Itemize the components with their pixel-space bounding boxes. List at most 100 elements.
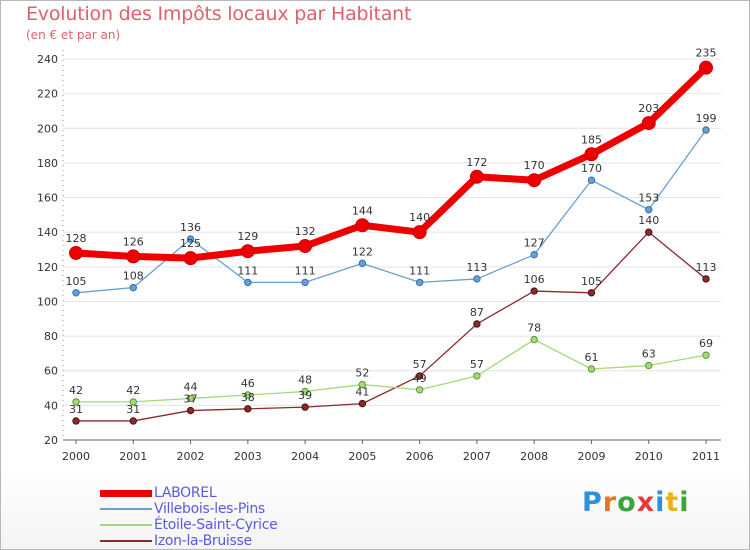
data-point <box>244 391 252 399</box>
data-label: 49 <box>413 372 427 385</box>
data-point <box>415 372 424 380</box>
logo-letter: o <box>617 487 637 518</box>
x-tick-label: 2006 <box>406 450 434 463</box>
data-point <box>469 169 484 184</box>
data-label: 63 <box>642 348 656 361</box>
y-tick-label: 40 <box>44 399 58 412</box>
data-point <box>186 235 195 243</box>
data-label: 235 <box>696 47 717 60</box>
data-point <box>301 278 309 287</box>
data-point <box>415 386 424 394</box>
data-label: 78 <box>527 322 541 335</box>
data-point <box>587 289 596 297</box>
data-label: 37 <box>184 393 198 406</box>
x-tick-label: 2007 <box>463 450 491 463</box>
data-point <box>473 372 481 380</box>
data-label: 140 <box>638 214 659 227</box>
series-line-villebois-les-pins <box>75 129 707 294</box>
data-label: 57 <box>413 358 427 371</box>
data-point <box>702 351 710 359</box>
data-point <box>301 387 309 396</box>
y-tick-label: 20 <box>44 434 58 447</box>
x-tick-label: 2001 <box>119 450 147 463</box>
data-label: 38 <box>241 391 255 404</box>
data-label: 122 <box>352 245 373 258</box>
data-label: 87 <box>470 306 484 319</box>
legend-swatch <box>100 508 152 510</box>
legend-swatch <box>100 524 152 526</box>
data-label: 44 <box>184 380 198 393</box>
data-point <box>358 399 367 408</box>
logo-letter: t <box>665 487 680 518</box>
legend-label: Villebois-les-Pins <box>154 501 265 517</box>
data-point <box>702 275 710 283</box>
data-label: 42 <box>69 384 83 397</box>
y-tick-label: 200 <box>37 122 58 135</box>
data-label: 31 <box>126 403 140 416</box>
data-point <box>129 417 137 425</box>
data-label: 203 <box>638 102 659 115</box>
series-line-laborel <box>72 64 710 262</box>
y-tick-label: 160 <box>37 192 58 205</box>
data-point <box>129 283 137 292</box>
data-point <box>244 278 252 287</box>
data-point <box>530 250 538 259</box>
data-label: 46 <box>241 377 255 390</box>
data-label: 199 <box>696 112 717 125</box>
data-label: 113 <box>466 261 487 274</box>
data-label: 111 <box>295 264 316 277</box>
data-point <box>358 380 367 389</box>
data-label: 52 <box>355 367 369 380</box>
data-point <box>298 239 313 254</box>
data-label: 153 <box>638 192 659 205</box>
x-tick-label: 2009 <box>577 450 605 463</box>
legend-label: LABOREL <box>154 485 217 501</box>
data-point <box>72 289 80 297</box>
logo-letter: P <box>582 487 603 518</box>
plot-area <box>63 50 721 440</box>
data-label: 144 <box>352 204 373 217</box>
logo-letter: i <box>679 487 690 518</box>
chart-title: Evolution des Impôts locaux par Habitant <box>26 3 412 25</box>
data-label: 128 <box>66 232 87 245</box>
data-point <box>645 205 653 214</box>
data-label: 136 <box>180 221 201 234</box>
logo-letter: r <box>602 487 618 518</box>
y-tick-label: 240 <box>37 53 58 66</box>
data-label: 111 <box>409 264 430 277</box>
data-point <box>186 394 195 403</box>
data-label: 113 <box>696 261 717 274</box>
data-point <box>587 176 596 184</box>
data-label: 170 <box>524 159 545 172</box>
data-label: 57 <box>470 358 484 371</box>
data-label: 108 <box>123 270 144 283</box>
data-point <box>72 398 80 406</box>
data-point <box>645 361 653 370</box>
data-label: 127 <box>524 237 545 250</box>
data-label: 61 <box>584 351 598 364</box>
series-line-izon-la-bruisse <box>75 231 707 422</box>
x-tick-label: 2004 <box>291 450 319 463</box>
y-tick-label: 140 <box>37 226 58 239</box>
data-label: 170 <box>581 162 602 175</box>
data-label: 42 <box>126 384 140 397</box>
y-tick-label: 80 <box>44 330 58 343</box>
legend-label: Izon-la-Bruisse <box>154 533 252 549</box>
series-line--toile-saint-cyrice <box>75 338 707 403</box>
data-label: 69 <box>699 337 713 350</box>
data-label: 48 <box>298 374 312 387</box>
data-point <box>358 259 367 268</box>
data-point <box>412 225 427 240</box>
x-tick-label: 2000 <box>62 450 90 463</box>
data-point <box>301 403 309 411</box>
x-tick-label: 2011 <box>692 450 720 463</box>
data-label: 129 <box>237 230 258 243</box>
data-point <box>473 275 481 283</box>
y-tick-label: 100 <box>37 295 58 308</box>
y-tick-label: 220 <box>37 88 58 101</box>
logo-letter: x <box>636 487 656 518</box>
data-point <box>355 218 370 233</box>
legend-label: Étoile-Saint-Cyrice <box>154 517 278 533</box>
legend-swatch <box>100 489 152 497</box>
data-label: 105 <box>581 275 602 288</box>
